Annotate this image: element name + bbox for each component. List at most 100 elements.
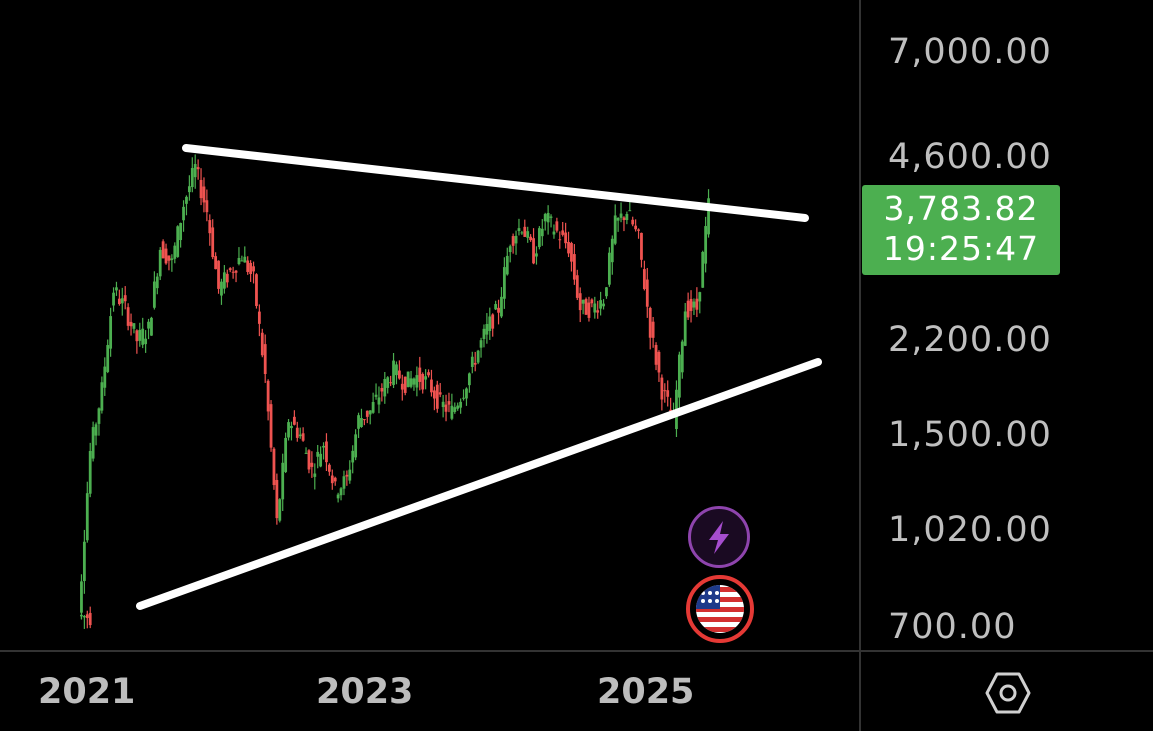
candle-body xyxy=(135,330,139,342)
candle-body xyxy=(255,274,258,306)
price-tick: 700.00 xyxy=(888,607,1017,647)
candle-body xyxy=(129,321,133,327)
candle-body xyxy=(132,323,136,329)
candle-body xyxy=(470,356,474,367)
price-tick: 1,500.00 xyxy=(888,415,1052,455)
candle-body xyxy=(517,228,521,232)
candle-body xyxy=(432,390,436,399)
candle-body xyxy=(106,345,110,372)
candle-body xyxy=(322,445,325,448)
current-price-badge: 3,783.82 19:25:47 xyxy=(862,185,1060,275)
trendline[interactable] xyxy=(182,144,809,222)
candle-body xyxy=(459,401,463,408)
candle-body xyxy=(144,338,148,345)
candle-body xyxy=(564,232,568,244)
candle-body xyxy=(164,248,168,264)
candle-body xyxy=(619,213,623,218)
candle-body xyxy=(386,377,390,388)
candle-body xyxy=(275,479,279,519)
chart-settings-button[interactable] xyxy=(985,670,1031,716)
candle-body xyxy=(607,252,611,285)
candle-body xyxy=(683,311,687,346)
candle-body xyxy=(88,612,92,626)
candle-body xyxy=(123,295,127,302)
candle-body xyxy=(360,418,363,427)
candle-body xyxy=(625,214,629,221)
candle-body xyxy=(523,226,527,237)
candle-body xyxy=(260,332,264,356)
candle-body xyxy=(418,367,422,382)
candle-body xyxy=(115,287,118,291)
candlestick-series xyxy=(80,154,710,629)
candle-body xyxy=(435,384,439,409)
candle-body xyxy=(295,427,299,438)
candle-body xyxy=(500,296,503,317)
bolt-button[interactable] xyxy=(688,506,750,568)
candle-body xyxy=(441,401,445,408)
candle-body xyxy=(246,260,250,272)
candle-body xyxy=(392,360,395,385)
candle-body xyxy=(511,236,515,246)
candle-body xyxy=(415,375,419,388)
candle-body xyxy=(152,281,156,308)
candle-body xyxy=(532,238,535,264)
candle-body xyxy=(692,301,696,308)
candle-body xyxy=(677,354,681,398)
candle-body xyxy=(82,616,86,618)
candle-body xyxy=(252,266,255,272)
candle-body xyxy=(707,198,710,235)
candle-body xyxy=(546,212,550,223)
candle-body xyxy=(698,292,702,302)
candle-body xyxy=(637,229,640,231)
candle-body xyxy=(357,415,360,429)
candle-body xyxy=(412,378,416,385)
candle-body xyxy=(339,488,343,496)
candle-body xyxy=(117,298,121,305)
candle-body xyxy=(572,254,576,280)
candle-body xyxy=(648,307,652,338)
candle-body xyxy=(284,437,288,472)
candle-body xyxy=(465,388,468,399)
candle-body xyxy=(237,257,241,265)
us-flag-button[interactable] xyxy=(686,575,754,643)
candle-body xyxy=(292,416,296,425)
candle-body xyxy=(257,311,261,324)
candle-body xyxy=(225,273,229,283)
candle-body xyxy=(263,344,267,375)
candle-body xyxy=(567,241,570,254)
candle-body xyxy=(406,371,410,388)
candle-body xyxy=(214,256,218,270)
candle-body xyxy=(85,614,89,619)
candle-body xyxy=(120,298,124,304)
trendline[interactable] xyxy=(136,358,822,610)
candle-body xyxy=(686,300,690,318)
candle-body xyxy=(642,269,646,290)
candle-body xyxy=(476,350,480,363)
candle-body xyxy=(182,206,185,221)
candle-body xyxy=(199,179,203,199)
candle-body xyxy=(348,469,352,481)
candle-body xyxy=(695,298,699,310)
candle-body xyxy=(596,310,600,313)
candle-body xyxy=(397,370,401,379)
candle-body xyxy=(447,401,451,405)
candle-body xyxy=(94,424,98,436)
candle-body xyxy=(85,493,89,541)
candle-body xyxy=(91,427,95,459)
candle-body xyxy=(269,404,273,448)
candle-body xyxy=(208,220,212,234)
candle-body xyxy=(319,453,323,467)
candle-body xyxy=(395,364,398,376)
candle-body xyxy=(278,499,282,521)
candle-body xyxy=(368,410,372,415)
candle-body xyxy=(505,255,509,275)
lightning-bolt-icon xyxy=(709,521,729,554)
candle-body xyxy=(310,462,314,467)
candle-body xyxy=(380,387,384,392)
candle-body xyxy=(421,373,425,390)
candle-body xyxy=(634,225,638,230)
candle-body xyxy=(689,298,693,311)
candle-body xyxy=(389,382,393,384)
candle-body xyxy=(202,186,206,203)
